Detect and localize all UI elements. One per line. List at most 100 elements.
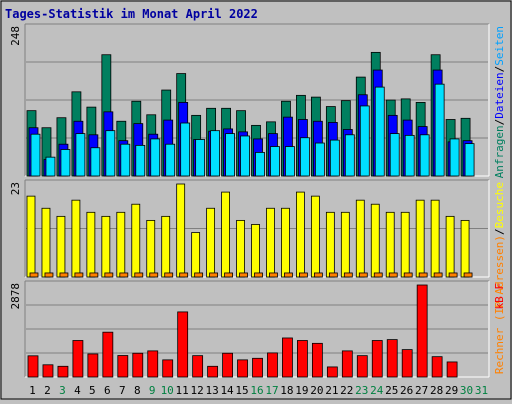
- bar-seiten: [30, 133, 41, 177]
- x-axis-label: 2: [44, 384, 51, 397]
- bar-kbf: [267, 352, 278, 378]
- bar-kbf: [282, 337, 293, 378]
- x-axis-label: 23: [355, 384, 368, 397]
- bar-seiten: [45, 156, 56, 177]
- bar-seiten: [150, 138, 161, 177]
- bar-kbf: [57, 365, 69, 378]
- x-axis-label: 9: [149, 384, 156, 397]
- bar-kbf: [356, 355, 368, 378]
- bar-rechner: [355, 199, 365, 278]
- bar-besuche: [74, 272, 84, 278]
- x-axis-label: 17: [265, 384, 278, 397]
- bar-seiten: [225, 133, 235, 177]
- bar-seiten: [60, 149, 71, 177]
- x-axis-label: 28: [430, 384, 443, 397]
- panel-traffic: [24, 280, 490, 378]
- bar-besuche: [388, 272, 398, 278]
- side-legend-traffic: kB F: [493, 283, 506, 310]
- bar-besuche: [194, 272, 204, 278]
- bar-besuche: [463, 272, 473, 278]
- panel-requests: [24, 23, 490, 177]
- bar-besuche: [239, 272, 248, 278]
- bar-seiten: [255, 152, 265, 177]
- bar-rechner: [370, 203, 380, 278]
- y-max-label-requests: 248: [9, 26, 22, 46]
- bar-rechner: [41, 207, 51, 278]
- bar-besuche: [104, 272, 114, 278]
- bar-besuche: [358, 272, 368, 278]
- side-legend-part: Rechner (IP-Adressen): [493, 235, 506, 374]
- bar-kbf: [297, 340, 308, 378]
- x-axis-label: 30: [460, 384, 473, 397]
- bar-besuche: [299, 272, 308, 278]
- x-axis-label: 10: [161, 384, 174, 397]
- side-legend-requests: Anfragen/Dateien/Seiten: [493, 26, 506, 178]
- bar-seiten: [180, 122, 191, 177]
- x-axis-label: 25: [385, 384, 398, 397]
- bar-kbf: [222, 352, 233, 378]
- bar-kbf: [147, 350, 159, 378]
- bar-besuche: [448, 272, 458, 278]
- bar-rechner: [310, 195, 320, 278]
- bar-rechner: [340, 211, 350, 278]
- bar-besuche: [254, 272, 263, 278]
- x-axis-labels: 1 2 3 4 5 6 7 8 9 10 11 12 13 14 15 16 17 18 19 20 21 22 23 24 2…: [29, 384, 488, 397]
- bar-besuche: [224, 272, 233, 278]
- bar-besuche: [373, 272, 383, 278]
- side-legend-part: /: [493, 228, 506, 235]
- bar-besuche: [269, 272, 278, 278]
- bar-seiten: [195, 139, 206, 177]
- bar-kbf: [132, 352, 144, 378]
- x-axis-label: 29: [445, 384, 458, 397]
- bar-besuche: [328, 272, 338, 278]
- bar-rechner: [281, 207, 290, 278]
- bar-besuche: [403, 272, 413, 278]
- x-axis-label: 18: [280, 384, 293, 397]
- bar-kbf: [326, 366, 338, 378]
- x-axis-label: 24: [370, 384, 384, 397]
- bar-rechner: [266, 207, 275, 278]
- bar-besuche: [284, 272, 293, 278]
- bar-kbf: [177, 311, 189, 378]
- bar-seiten: [75, 133, 86, 177]
- bar-seiten: [389, 133, 400, 177]
- bar-seiten: [374, 86, 385, 177]
- side-legend-part: /: [493, 66, 506, 73]
- bar-seiten: [434, 83, 445, 177]
- bar-seiten: [240, 135, 250, 177]
- bar-besuche: [418, 272, 428, 278]
- x-axis-label: 7: [119, 384, 126, 397]
- bar-kbf: [72, 340, 84, 378]
- bar-besuche: [343, 272, 353, 278]
- bar-rechner: [131, 203, 141, 278]
- bar-rechner: [56, 215, 66, 278]
- side-legend-part: kB F: [493, 283, 506, 310]
- x-axis-label: 27: [415, 384, 428, 397]
- side-legend-visitors: Rechner (IP-Adressen)/Besuche: [493, 182, 506, 374]
- bar-seiten: [449, 138, 460, 177]
- x-axis-label: 14: [220, 384, 234, 397]
- bar-kbf: [416, 284, 428, 378]
- bar-rechner: [191, 232, 201, 278]
- bar-rechner: [430, 199, 440, 278]
- bar-kbf: [371, 340, 383, 378]
- bar-seiten: [344, 134, 355, 177]
- bar-besuche: [89, 272, 99, 278]
- bar-rechner: [26, 195, 36, 278]
- bar-rechner: [385, 211, 395, 278]
- bar-kbf: [446, 361, 458, 378]
- bar-besuche: [313, 272, 323, 278]
- side-legend-part: Anfragen: [493, 125, 506, 178]
- y-max-label-traffic: 2878: [9, 283, 22, 310]
- y-max-label-visitors: 23: [9, 182, 22, 195]
- bar-besuche: [209, 272, 219, 278]
- bar-besuche: [59, 272, 69, 278]
- side-legend-part: Dateien: [493, 72, 506, 118]
- bar-rechner: [460, 219, 470, 278]
- bar-kbf: [117, 355, 129, 378]
- x-axis-label: 16: [250, 384, 263, 397]
- bar-rechner: [176, 183, 186, 278]
- x-axis-label: 21: [325, 384, 338, 397]
- bar-seiten: [120, 143, 131, 177]
- bar-seiten: [270, 146, 280, 177]
